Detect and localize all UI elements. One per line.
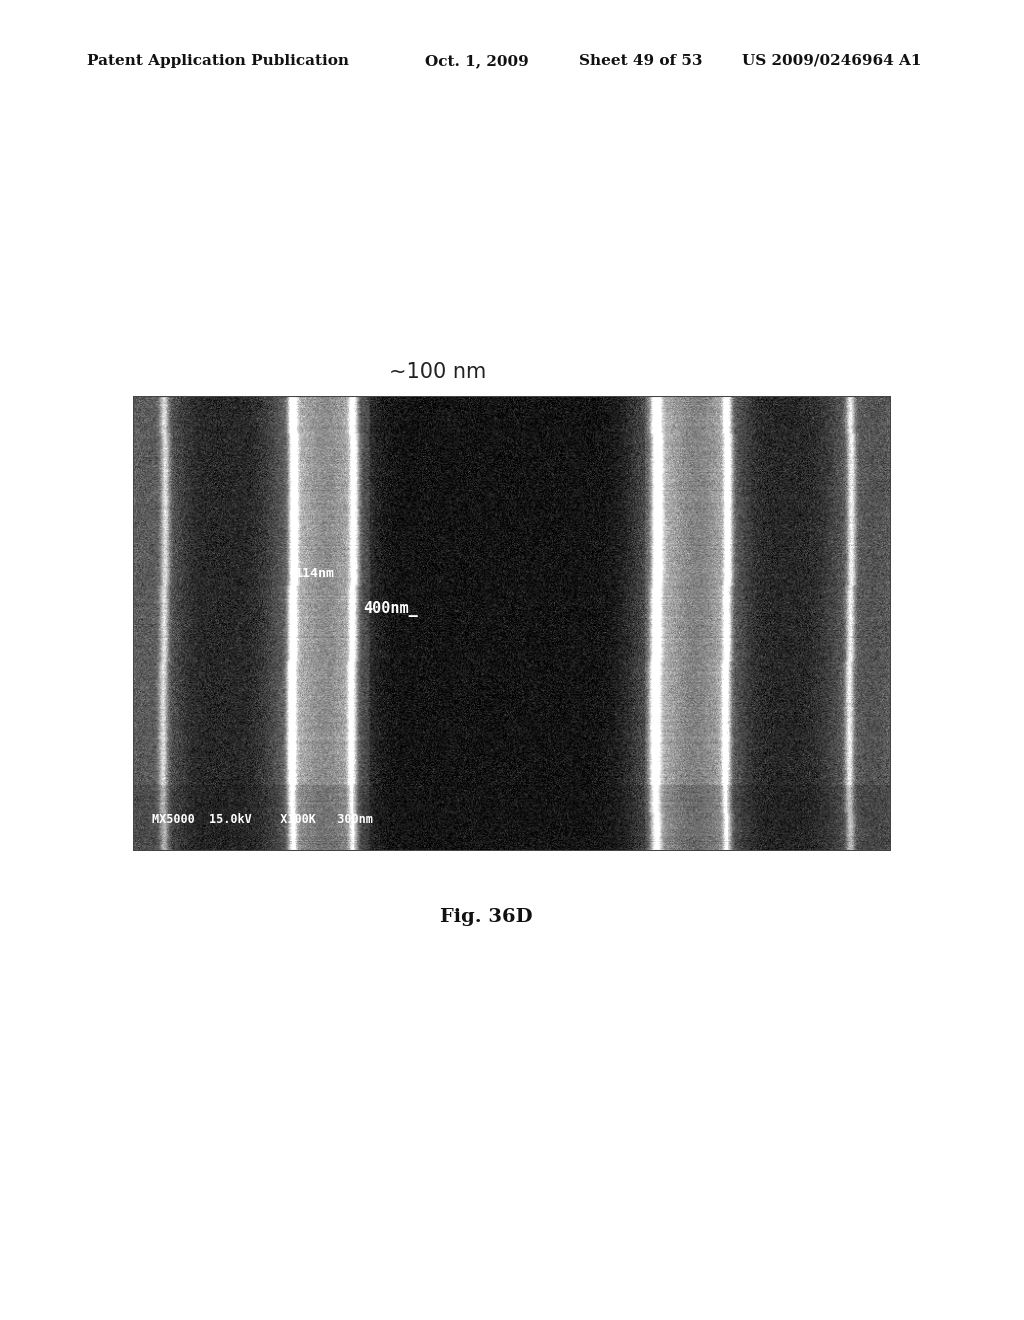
Text: ~100 nm: ~100 nm [389,362,486,383]
Text: 114nm: 114nm [295,566,335,579]
Text: Oct. 1, 2009: Oct. 1, 2009 [425,54,528,67]
Text: US 2009/0246964 A1: US 2009/0246964 A1 [742,54,922,67]
Text: MX5000  15.0kV    X100K   300nm: MX5000 15.0kV X100K 300nm [152,813,373,825]
Text: Sheet 49 of 53: Sheet 49 of 53 [579,54,702,67]
Text: Fig. 36D: Fig. 36D [440,908,532,927]
Text: Patent Application Publication: Patent Application Publication [87,54,349,67]
Text: 400nm_: 400nm_ [364,601,418,616]
